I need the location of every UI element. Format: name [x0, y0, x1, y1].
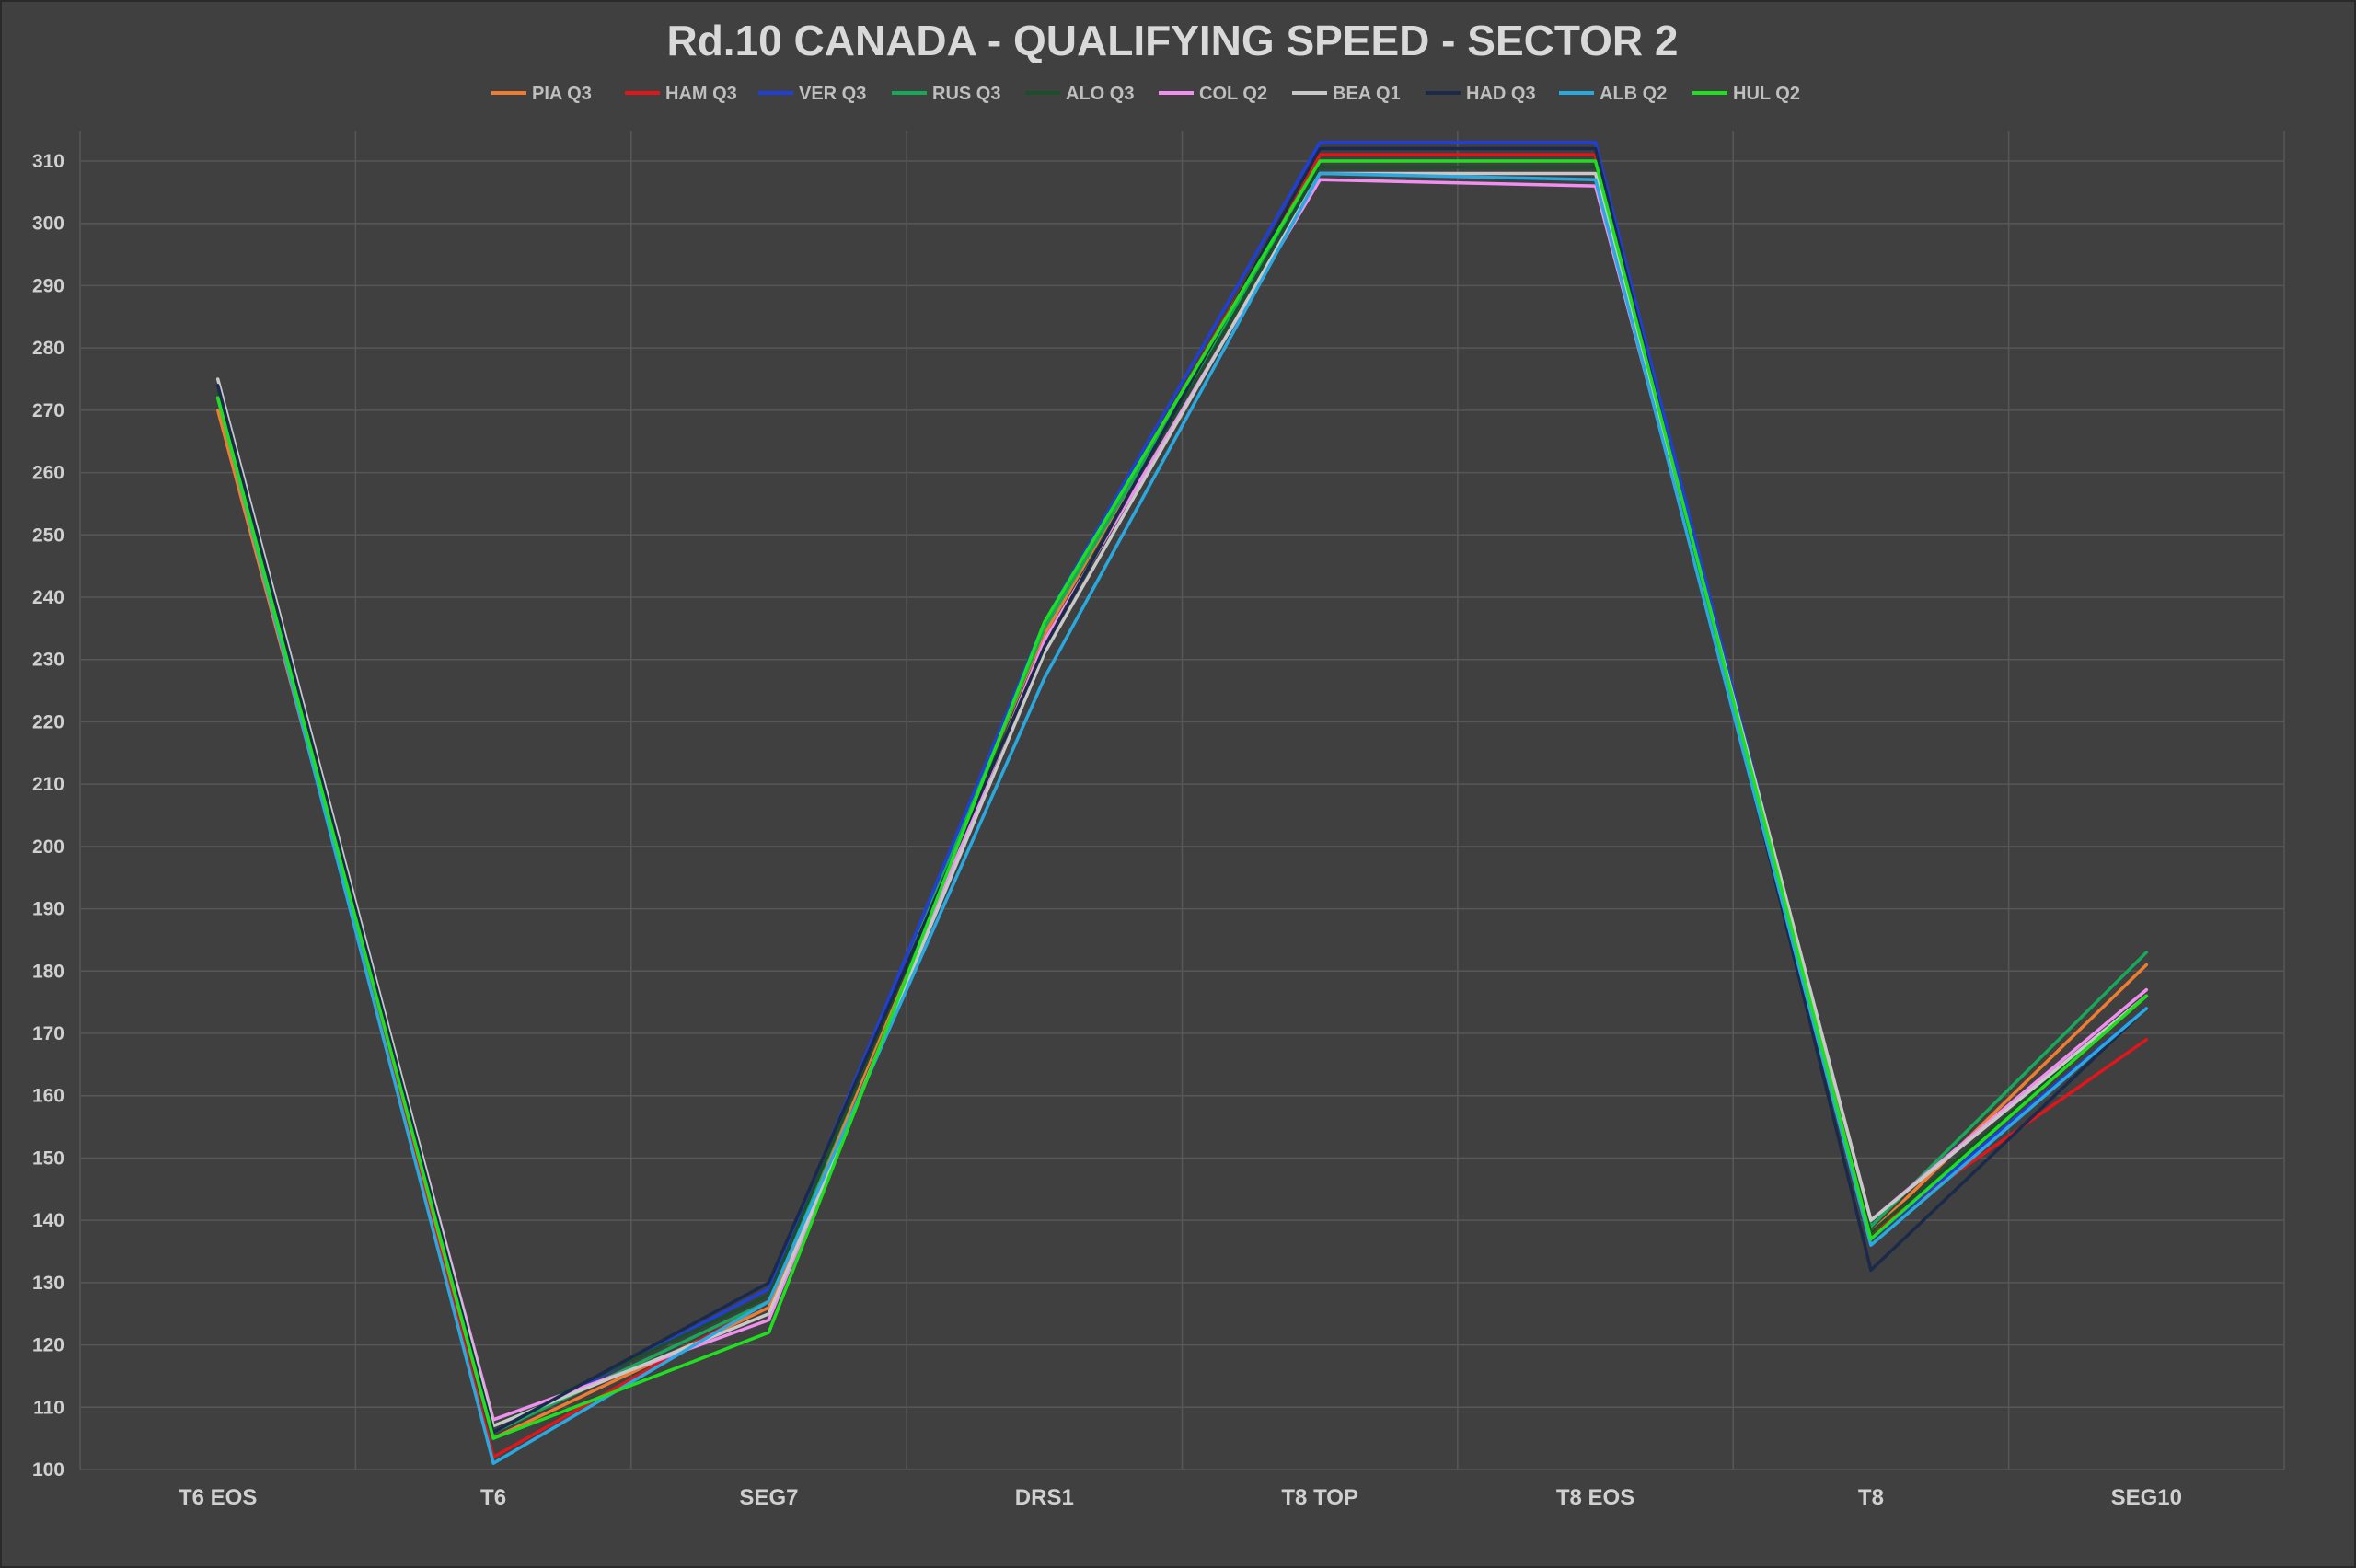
series-line-alb-q2: [215, 171, 2149, 1465]
x-tick-label: SEG10: [2111, 1485, 2182, 1510]
y-tick-label: 180: [32, 961, 64, 982]
y-axis-ticks: 100 110 120 130 140 150 160 170 180 190 200 210 220 2…: [32, 151, 64, 1481]
x-tick-label: T6: [480, 1485, 506, 1510]
y-tick-label: 240: [32, 587, 64, 608]
y-tick-label: 140: [32, 1210, 64, 1231]
y-tick-label: 260: [32, 463, 64, 484]
legend-label: BEA Q1: [1333, 84, 1401, 104]
y-tick-label: 150: [32, 1147, 64, 1169]
y-tick-label: 120: [32, 1335, 64, 1356]
grid: [79, 131, 2285, 1470]
legend-label: ALO Q3: [1066, 84, 1134, 104]
legend-label: PIA Q3: [532, 84, 592, 104]
chart-title: Rd.10 CANADA - QUALIFYING SPEED - SECTOR…: [666, 17, 1678, 64]
y-tick-label: 170: [32, 1023, 64, 1044]
x-axis-ticks: T6 EOS T6 SEG7 DRS1 T8 TOP T8 EOS T8 SEG10: [179, 1485, 2182, 1510]
series-lines: [215, 140, 2149, 1465]
y-tick-label: 310: [32, 151, 64, 172]
y-tick-label: 160: [32, 1086, 64, 1107]
series-line-hul-q2: [215, 159, 2149, 1440]
legend-label: COL Q2: [1199, 84, 1267, 104]
legend-label: HUL Q2: [1733, 84, 1800, 104]
legend-label: HAD Q3: [1466, 84, 1536, 104]
y-tick-label: 100: [32, 1459, 64, 1481]
y-tick-label: 210: [32, 774, 64, 795]
legend-label: HAM Q3: [665, 84, 737, 104]
y-tick-label: 130: [32, 1273, 64, 1294]
series-line-had-q3: [215, 146, 2149, 1435]
legend-label: ALB Q2: [1600, 84, 1667, 104]
x-tick-label: T8 EOS: [1556, 1485, 1634, 1510]
y-tick-label: 110: [33, 1397, 64, 1418]
y-tick-label: 270: [32, 400, 64, 421]
y-tick-label: 290: [32, 275, 64, 296]
x-tick-label: T6 EOS: [179, 1485, 257, 1510]
y-tick-label: 220: [32, 711, 64, 732]
y-tick-label: 250: [32, 525, 64, 546]
y-tick-label: 280: [32, 338, 64, 359]
legend: PIA Q3 HAM Q3 VER Q3 RUS Q3 ALO Q3 COL Q2 BEA …: [491, 84, 1800, 104]
x-tick-label: T8 TOP: [1281, 1485, 1358, 1510]
x-tick-label: T8: [1858, 1485, 1884, 1510]
y-tick-label: 190: [32, 899, 64, 920]
legend-label: RUS Q3: [932, 84, 1000, 104]
y-tick-label: 200: [32, 836, 64, 858]
y-tick-label: 230: [32, 650, 64, 671]
x-tick-label: SEG7: [739, 1485, 798, 1510]
legend-label: VER Q3: [799, 84, 866, 104]
y-tick-label: 300: [32, 213, 64, 235]
x-tick-label: DRS1: [1015, 1485, 1074, 1510]
